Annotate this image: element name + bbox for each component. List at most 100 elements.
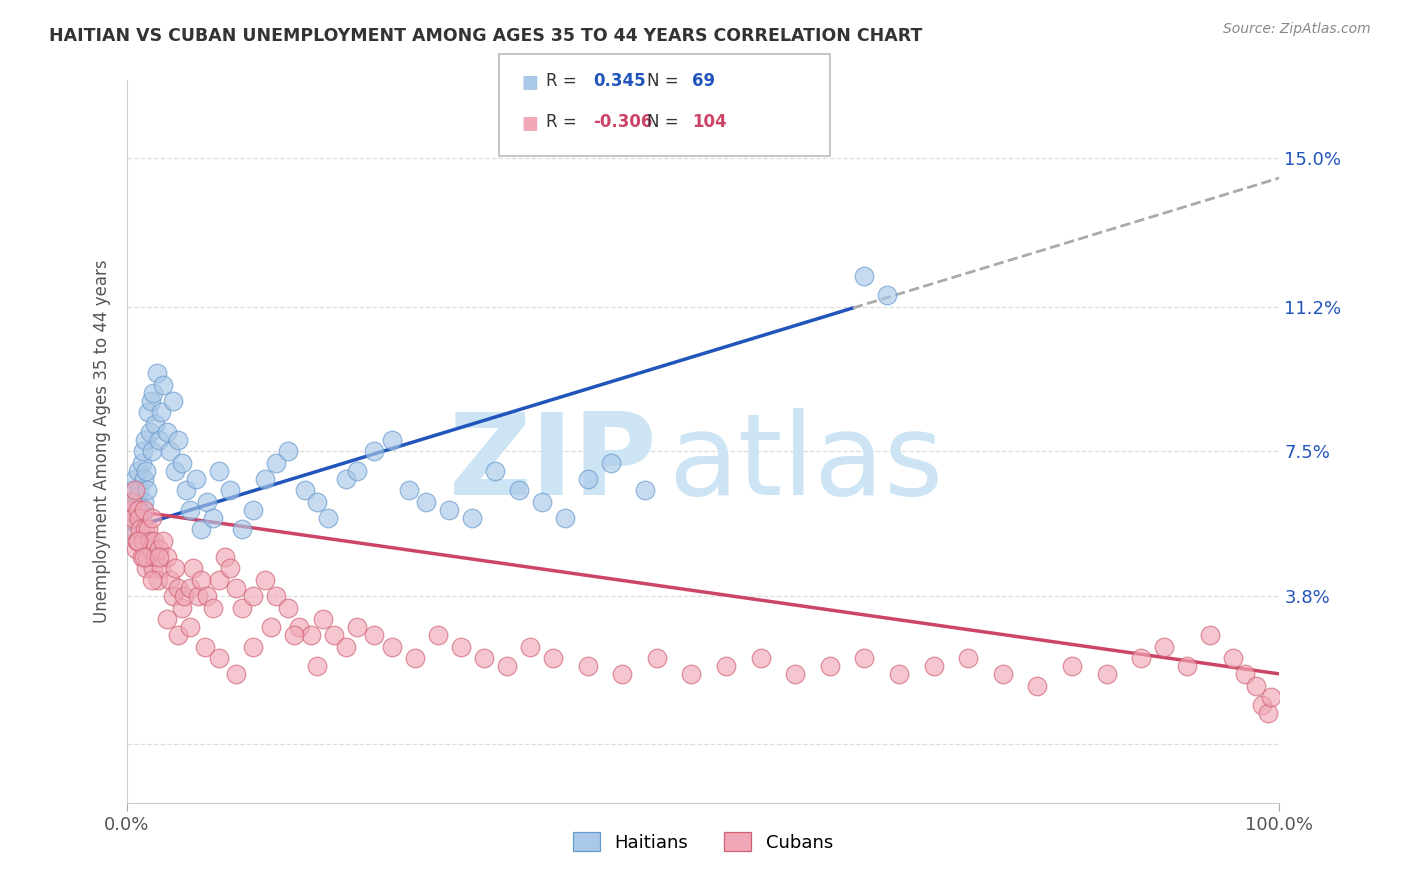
- Point: [132, 472, 155, 486]
- Point: [127, 510, 149, 524]
- Point: [1222, 651, 1244, 665]
- Point: [1175, 659, 1198, 673]
- Point: [162, 393, 184, 408]
- Point: [118, 503, 141, 517]
- Point: [299, 628, 322, 642]
- Point: [681, 667, 703, 681]
- Point: [283, 628, 305, 642]
- Point: [156, 549, 179, 564]
- Point: [120, 510, 142, 524]
- Point: [128, 510, 150, 524]
- Point: [156, 612, 179, 626]
- Point: [363, 444, 385, 458]
- Text: Source: ZipAtlas.com: Source: ZipAtlas.com: [1223, 22, 1371, 37]
- Point: [139, 541, 162, 556]
- Point: [231, 523, 253, 537]
- Legend: Haitians, Cubans: Haitians, Cubans: [565, 825, 841, 859]
- Point: [148, 541, 170, 556]
- Point: [225, 581, 247, 595]
- Point: [242, 503, 264, 517]
- Point: [152, 378, 174, 392]
- Point: [190, 573, 212, 587]
- Point: [184, 472, 207, 486]
- Point: [143, 534, 166, 549]
- Point: [190, 523, 212, 537]
- Point: [136, 483, 159, 498]
- Point: [876, 288, 898, 302]
- Point: [195, 495, 218, 509]
- Point: [785, 667, 807, 681]
- Point: [138, 523, 160, 537]
- Point: [122, 495, 145, 509]
- Text: HAITIAN VS CUBAN UNEMPLOYMENT AMONG AGES 35 TO 44 YEARS CORRELATION CHART: HAITIAN VS CUBAN UNEMPLOYMENT AMONG AGES…: [49, 27, 922, 45]
- Point: [131, 456, 153, 470]
- Point: [922, 659, 945, 673]
- Point: [266, 589, 288, 603]
- Point: [208, 651, 231, 665]
- Point: [1246, 679, 1268, 693]
- Point: [121, 483, 143, 498]
- Point: [195, 589, 218, 603]
- Point: [125, 541, 148, 556]
- Point: [208, 573, 231, 587]
- Point: [242, 640, 264, 654]
- Point: [179, 503, 201, 517]
- Point: [259, 620, 281, 634]
- Point: [145, 366, 167, 380]
- Text: -0.306: -0.306: [593, 113, 652, 131]
- Point: [231, 600, 253, 615]
- Point: [194, 640, 217, 654]
- Point: [335, 640, 357, 654]
- Point: [150, 405, 173, 419]
- Point: [173, 589, 195, 603]
- Point: [318, 510, 340, 524]
- Point: [129, 523, 152, 537]
- Point: [139, 393, 162, 408]
- Text: N =: N =: [647, 72, 678, 90]
- Point: [1233, 667, 1256, 681]
- Point: [132, 549, 155, 564]
- Point: [135, 464, 157, 478]
- Point: [219, 483, 242, 498]
- Point: [253, 573, 276, 587]
- Point: [127, 534, 149, 549]
- Point: [415, 495, 437, 509]
- Point: [363, 628, 385, 642]
- Point: [1199, 628, 1222, 642]
- Point: [496, 659, 519, 673]
- Point: [398, 483, 420, 498]
- Point: [138, 425, 160, 439]
- Point: [141, 510, 163, 524]
- Point: [853, 651, 876, 665]
- Point: [129, 503, 152, 517]
- Point: [541, 651, 564, 665]
- Point: [266, 456, 288, 470]
- Point: [179, 620, 201, 634]
- Point: [142, 385, 165, 400]
- Point: [135, 561, 157, 575]
- Point: [1060, 659, 1083, 673]
- Point: [381, 640, 404, 654]
- Point: [131, 534, 153, 549]
- Point: [484, 464, 506, 478]
- Point: [225, 667, 247, 681]
- Point: [152, 534, 174, 549]
- Point: [131, 510, 153, 524]
- Point: [311, 612, 333, 626]
- Point: [124, 472, 146, 486]
- Point: [323, 628, 346, 642]
- Point: [167, 628, 190, 642]
- Point: [118, 503, 141, 517]
- Point: [714, 659, 737, 673]
- Text: 0.345: 0.345: [593, 72, 645, 90]
- Point: [125, 491, 148, 505]
- Point: [145, 549, 166, 564]
- Point: [141, 573, 163, 587]
- Point: [519, 640, 541, 654]
- Point: [125, 503, 148, 517]
- Point: [163, 464, 186, 478]
- Point: [1026, 679, 1049, 693]
- Point: [277, 600, 299, 615]
- Point: [530, 495, 553, 509]
- Point: [381, 433, 404, 447]
